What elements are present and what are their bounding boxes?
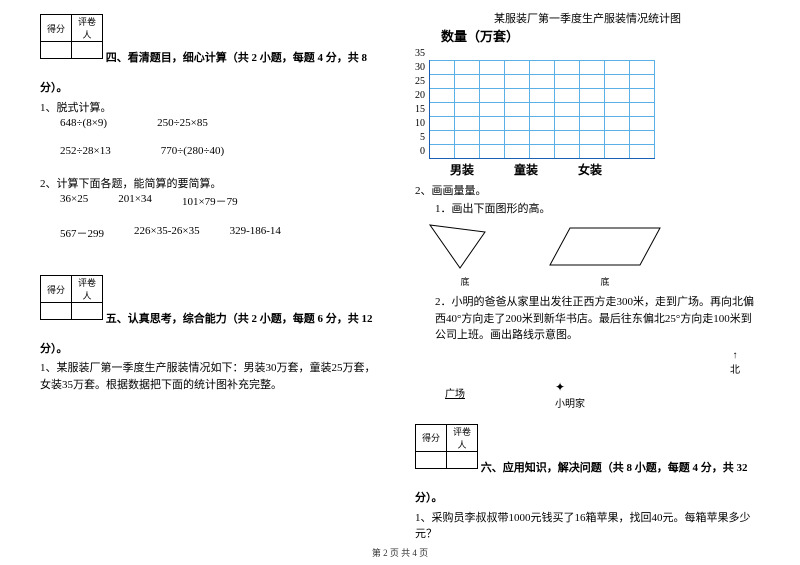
chart-ylabel: 数量（万套）: [441, 26, 760, 45]
bar-chart: 35 30 25 20 15 10 5 0: [415, 47, 760, 159]
parallelogram-shape: 底: [545, 220, 665, 288]
expr: 201×34: [118, 193, 152, 209]
grader-label: 评卷人: [72, 15, 103, 42]
expr: 250÷25×85: [157, 117, 208, 129]
expr: 36×25: [60, 193, 88, 209]
q6-1: 1、采购员李叔叔带1000元钱买了16箱苹果，找回40元。每箱苹果多少元？: [415, 509, 760, 541]
guangchang-label: 广场: [445, 385, 465, 400]
score-box-sec4: 得分 评卷人: [40, 14, 103, 59]
score-box-sec5: 得分 评卷人: [40, 275, 103, 320]
left-column: 得分 评卷人 四、看清题目，细心计算（共 2 小题，每题 4 分，共 8 分）。…: [40, 10, 385, 541]
section-6-tail: 分）。: [415, 492, 443, 504]
q-draw-2: 2．小明的爸爸从家里出发往正西方走300米，走到广场。再向北偏西40°方向走了2…: [435, 294, 760, 344]
shapes: 底 底: [425, 220, 760, 288]
expr: 101×79－79: [182, 193, 238, 209]
q4-1: 1、脱式计算。: [40, 99, 385, 115]
right-column: 某服装厂第一季度生产服装情况统计图 数量（万套） 35 30 25 20 15 …: [415, 10, 760, 541]
section-4-title: 四、看清题目，细心计算（共 2 小题，每题 4 分，共 8: [106, 52, 367, 64]
page-footer: 第 2 页 共 4 页: [0, 546, 800, 559]
q-draw-1: 1．画出下面图形的高。: [435, 200, 760, 216]
section-5-tail: 分）。: [40, 343, 68, 355]
section-5-title: 五、认真思考，综合能力（共 2 小题，每题 6 分，共 12: [106, 313, 373, 325]
score-label: 得分: [41, 15, 72, 42]
route-map: ↑ 北 广场 ✦ 小明家: [415, 350, 760, 420]
expr: 770÷(280÷40): [161, 145, 224, 157]
section-4-tail: 分）。: [40, 82, 68, 94]
q5-1: 1、某服装厂第一季度生产服装情况如下：男装30万套，童装25万套，女装35万套。…: [40, 360, 385, 393]
home-marker: ✦ 小明家: [555, 380, 585, 410]
expr: 226×35-26×35: [134, 225, 200, 241]
triangle-shape: 底: [425, 220, 505, 288]
q4-2: 2、计算下面各题，能简算的要简算。: [40, 175, 385, 191]
north-arrow: ↑ 北: [730, 350, 740, 376]
chart-grid: [429, 60, 655, 159]
section-6-title: 六、应用知识，解决问题（共 8 小题，每题 4 分，共 32: [481, 462, 748, 474]
expr: 648÷(8×9): [60, 117, 107, 129]
y-ticks: 35 30 25 20 15 10 5 0: [415, 47, 425, 159]
expr: 329-186-14: [230, 225, 281, 241]
q-draw: 2、画画量量。: [415, 182, 760, 198]
expr: 252÷28×13: [60, 145, 111, 157]
expr: 567－299: [60, 225, 104, 241]
x-labels: 男装 童装 女装: [450, 161, 760, 178]
score-box-sec6: 得分 评卷人: [415, 424, 478, 469]
chart-title: 某服装厂第一季度生产服装情况统计图: [415, 10, 760, 26]
